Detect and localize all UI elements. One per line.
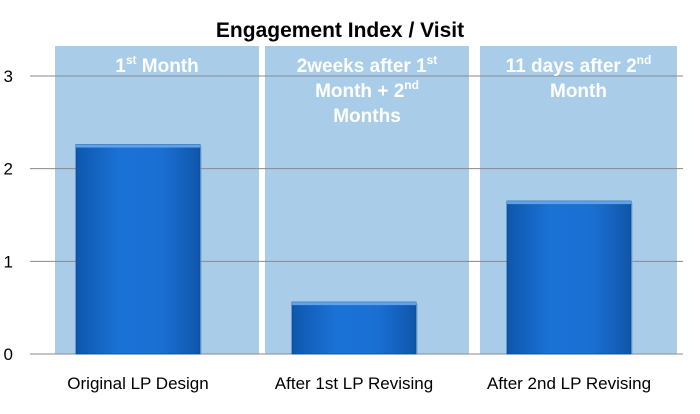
bar-highlight [292,302,416,306]
x-category-label: Original LP Design [67,374,208,393]
bar [291,301,417,355]
annotation-label: Month [550,81,607,102]
y-tick-label: 0 [4,345,13,364]
y-tick-label: 3 [4,67,13,86]
bars [75,144,633,355]
annotation-label: Months [333,106,401,127]
bar [506,200,632,355]
chart-title: Engagement Index / Visit [216,19,464,42]
y-tick-label: 2 [4,160,13,179]
bar [75,144,201,355]
annotation-bands [55,46,677,354]
bar-highlight [76,144,200,148]
bar-highlight [507,201,631,205]
y-tick-label: 1 [4,252,13,271]
annotation-label: 1st Month [115,53,199,77]
annotation-label: 11 days after 2nd [506,53,652,77]
y-axis-ticks: 0 1 2 3 [4,67,13,364]
x-category-label: After 1st LP Revising [275,374,433,393]
annotation-label: 2weeks after 1st [297,53,438,77]
x-axis-categories: Original LP Design After 1st LP Revising A… [67,374,651,393]
annotation-label: Month + 2nd [315,78,419,102]
x-category-label: After 2nd LP Revising [487,374,651,393]
